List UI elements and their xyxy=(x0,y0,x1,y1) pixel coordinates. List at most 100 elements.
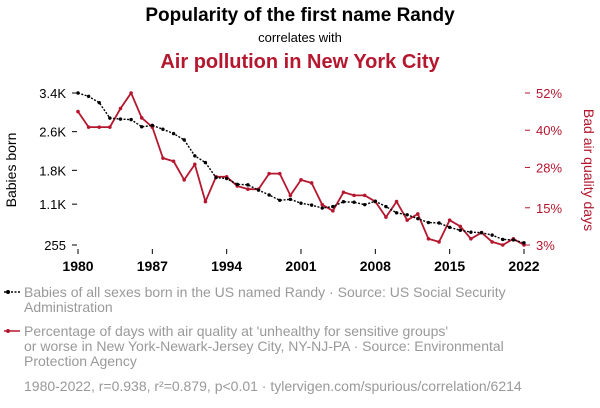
data-point-randy xyxy=(193,154,197,158)
data-point-air xyxy=(86,125,91,129)
data-point-air xyxy=(309,181,314,185)
chart-subtitle: Air pollution in New York City xyxy=(160,51,440,73)
data-point-randy xyxy=(224,176,229,181)
x-tick-label: 2001 xyxy=(285,258,316,274)
legend-text-air: Percentage of days with air quality at '… xyxy=(24,323,508,369)
data-point-air xyxy=(193,162,197,167)
data-point-randy xyxy=(76,91,80,95)
data-point-randy xyxy=(86,94,91,99)
data-point-randy xyxy=(161,127,165,131)
data-point-randy xyxy=(373,199,378,203)
data-point-air xyxy=(458,224,463,229)
data-point-randy xyxy=(394,211,399,215)
data-point-air xyxy=(394,199,399,204)
data-point-randy xyxy=(182,138,186,142)
legend-marker-randy xyxy=(6,290,10,294)
data-point-randy xyxy=(108,116,112,120)
chart-title: Popularity of the first name Randy xyxy=(145,5,455,26)
data-point-randy xyxy=(522,241,526,245)
data-point-air xyxy=(352,193,356,198)
data-point-air xyxy=(469,236,473,241)
data-point-randy xyxy=(150,123,155,128)
data-point-randy xyxy=(479,230,484,235)
data-point-randy xyxy=(129,117,133,122)
data-point-randy xyxy=(405,213,409,217)
data-point-randy xyxy=(235,182,239,187)
data-point-randy xyxy=(140,125,144,129)
y-tick-label: 255 xyxy=(44,238,66,253)
data-point-air xyxy=(405,218,409,222)
data-point-air xyxy=(171,159,176,164)
data-point-air xyxy=(341,190,346,195)
data-point-air xyxy=(108,125,112,129)
x-tick-label: 1987 xyxy=(137,258,168,274)
data-point-air xyxy=(299,178,303,182)
data-point-randy xyxy=(203,160,208,165)
y-tick-label: 1.1K xyxy=(39,197,66,212)
data-point-air xyxy=(331,209,335,213)
data-point-randy xyxy=(511,238,516,242)
data-point-air xyxy=(139,116,144,120)
series-line-randy xyxy=(77,92,525,244)
data-point-air xyxy=(320,202,325,207)
data-point-air xyxy=(267,171,271,176)
data-point-air xyxy=(129,91,133,95)
x-axis: 1980 1987 1994 2001 2008 2015 2022 xyxy=(62,249,540,274)
x-tick-label: 2022 xyxy=(508,258,539,274)
data-point-air xyxy=(118,106,123,111)
data-point-air xyxy=(416,212,420,216)
legend-marker-air xyxy=(6,329,10,333)
y-tick-label: 1.8K xyxy=(39,163,66,178)
series-air-pollution xyxy=(76,91,526,247)
data-point-randy xyxy=(490,233,494,237)
data-point-randy xyxy=(426,220,431,225)
x-tick-label: 1980 xyxy=(62,258,93,274)
data-point-randy xyxy=(171,131,176,136)
legend: Babies of all sexes born in the US named… xyxy=(4,284,508,369)
chart-header: Popularity of the first name Randy corre… xyxy=(145,5,455,73)
data-point-air xyxy=(362,193,367,198)
data-point-randy xyxy=(352,200,356,204)
data-point-air xyxy=(426,236,431,241)
data-point-randy xyxy=(278,198,282,202)
x-tick-label: 2015 xyxy=(434,258,465,274)
data-point-air xyxy=(203,199,208,204)
right-axis: 52% 40% 28% 15% 3% xyxy=(525,86,562,253)
data-point-randy xyxy=(447,225,452,230)
y2-tick-label: 52% xyxy=(536,86,562,101)
y2-tick-label: 3% xyxy=(536,238,555,253)
data-point-randy xyxy=(363,202,367,207)
series-randy-babies xyxy=(76,91,526,245)
data-point-randy xyxy=(331,204,335,209)
data-point-randy xyxy=(309,203,314,207)
y-tick-label: 3.4K xyxy=(39,86,66,101)
data-point-air xyxy=(97,125,102,129)
chart-footer: 1980-2022, r=0.938, r²=0.879, p<0.01 · t… xyxy=(24,378,522,394)
data-point-air xyxy=(437,240,441,244)
data-point-randy xyxy=(267,193,271,197)
data-point-randy xyxy=(320,206,324,210)
data-point-randy xyxy=(118,117,123,121)
data-point-randy xyxy=(256,188,261,192)
data-point-randy xyxy=(299,201,303,205)
data-point-air xyxy=(246,187,250,191)
data-point-randy xyxy=(97,100,101,105)
data-point-air xyxy=(384,215,388,219)
y2-tick-label: 15% xyxy=(536,201,562,216)
data-point-randy xyxy=(458,228,462,232)
data-point-randy xyxy=(416,216,420,221)
data-point-randy xyxy=(341,200,346,204)
data-point-randy xyxy=(437,221,441,225)
y-tick-label: 2.6K xyxy=(39,125,66,140)
chart-connector: correlates with xyxy=(258,30,342,45)
left-axis: 3.4K 2.6K 1.8K 1.1K 255 xyxy=(39,86,77,253)
data-point-air xyxy=(447,218,452,222)
data-point-randy xyxy=(501,237,505,242)
x-tick-label: 1994 xyxy=(211,258,242,274)
data-point-randy xyxy=(288,197,293,202)
data-point-air xyxy=(277,171,282,176)
data-point-air xyxy=(161,156,165,160)
data-point-randy xyxy=(246,183,250,187)
data-point-randy xyxy=(384,204,388,209)
